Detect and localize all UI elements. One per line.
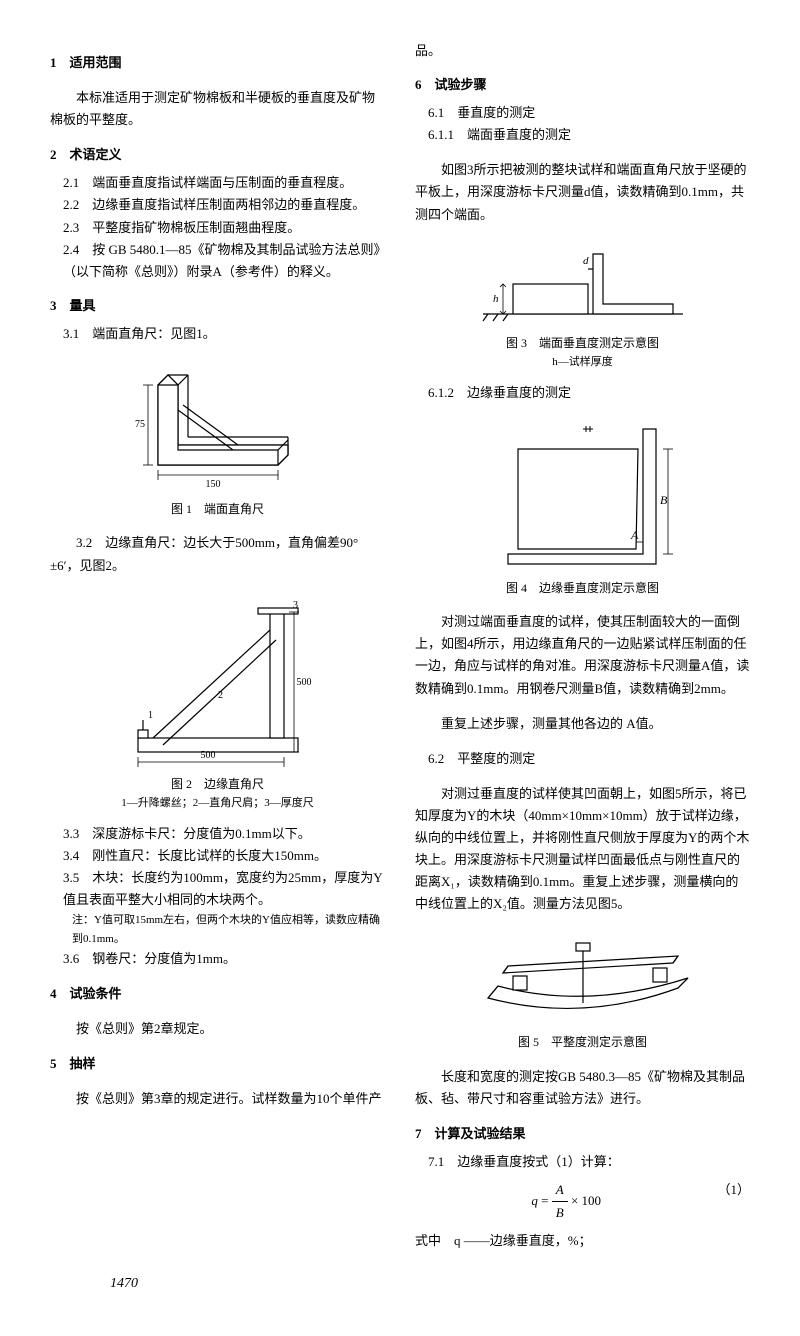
sec7-1: 7.1 边缘垂直度按式（1）计算： <box>428 1151 750 1173</box>
sec2-title: 2 术语定义 <box>50 144 385 166</box>
fig2-dim-v: 500 <box>296 677 311 688</box>
sec4-p1: 按《总则》第2章规定。 <box>50 1018 385 1040</box>
sec7-title: 7 计算及试验结果 <box>415 1123 750 1145</box>
sec6-2-p1: 对测过垂直度的试样使其凹面朝上，如图5所示，将已知厚度为Y的木块（40mm×10… <box>415 783 750 916</box>
svg-text:3: 3 <box>293 600 298 611</box>
sec7-1-where: 式中 q ——边缘垂直度，%； <box>415 1230 750 1252</box>
sec2-1: 2.1 端面垂直度指试样端面与压制面的垂直程度。 <box>63 172 385 194</box>
sec2-2: 2.2 边缘垂直度指试样压制面两相邻边的垂直程度。 <box>63 194 385 216</box>
fig3-svg: h d <box>473 239 693 329</box>
sec3-6: 3.6 钢卷尺：分度值为1mm。 <box>63 948 385 970</box>
figure-1: 150 75 图 1 端面直角尺 <box>50 355 385 519</box>
sec3-2: 3.2 边缘直角尺：边长大于500mm，直角偏差90°±6′，见图2。 <box>50 532 385 576</box>
sec3-4: 3.4 刚性直尺：长度比试样的长度大150mm。 <box>63 845 385 867</box>
left-column: 1 适用范围 本标准适用于测定矿物棉板和半硬板的垂直度及矿物棉板的平整度。 2 … <box>50 40 385 1252</box>
fig1-svg: 150 75 <box>128 355 308 495</box>
sec6-2: 6.2 平整度的测定 <box>428 748 750 770</box>
fig4-svg: B A <box>488 414 678 574</box>
sec3-title: 3 量具 <box>50 295 385 317</box>
svg-text:d: d <box>583 255 589 267</box>
page-number: 1470 <box>110 1272 750 1296</box>
sec1-title: 1 适用范围 <box>50 52 385 74</box>
sec4-title: 4 试验条件 <box>50 983 385 1005</box>
sec1-p1: 本标准适用于测定矿物棉板和半硬板的垂直度及矿物棉板的平整度。 <box>50 87 385 131</box>
fig2-dim-h: 500 <box>200 750 215 761</box>
sec3-1: 3.1 端面直角尺：见图1。 <box>63 323 385 345</box>
fig4-lblA: A <box>630 528 639 542</box>
sec6-1-2: 6.1.2 边缘垂直度的测定 <box>428 382 750 404</box>
figure-5: 图 5 平整度测定示意图 <box>415 928 750 1052</box>
formula-1: q = AB × 100 （1） <box>415 1179 750 1224</box>
formula-number: （1） <box>717 1179 750 1201</box>
svg-text:2: 2 <box>218 690 223 701</box>
fig1-dim-h: 150 <box>205 479 220 490</box>
svg-text:1: 1 <box>148 710 153 721</box>
sec6-1-2-p1: 对测过端面垂直度的试样，使其压制面较大的一面倒上，如图4所示，用边缘直角尺的一边… <box>415 611 750 699</box>
sec3-5-note: 注：Y值可取15mm左右，但两个木块的Y值应相等，读数应精确到0.1mm。 <box>72 911 385 948</box>
formula-expr: q = AB × 100 <box>531 1193 601 1208</box>
fig2-subcaption: 1—升降螺丝；2—直角尺肩；3—厚度尺 <box>50 794 385 813</box>
figure-3: h d 图 3 端面垂直度测定示意图 h—试样厚度 <box>415 239 750 372</box>
fig4-caption: 图 4 边缘垂直度测定示意图 <box>415 578 750 598</box>
fig5-svg <box>468 928 698 1028</box>
sec5-title: 5 抽样 <box>50 1053 385 1075</box>
svg-text:h: h <box>493 293 499 305</box>
fig2-caption: 图 2 边缘直角尺 <box>50 774 385 794</box>
fig5-caption: 图 5 平整度测定示意图 <box>415 1032 750 1052</box>
figure-4: B A 图 4 边缘垂直度测定示意图 <box>415 414 750 598</box>
fig4-lblB: B <box>660 493 668 507</box>
sec6-1: 6.1 垂直度的测定 <box>428 102 750 124</box>
sec2-4: 2.4 按 GB 5480.1—85《矿物棉及其制品试验方法总则》（以下简称《总… <box>63 239 385 283</box>
sec2-3: 2.3 平整度指矿物棉板压制面翘曲程度。 <box>63 217 385 239</box>
right-column: 品。 6 试验步骤 6.1 垂直度的测定 6.1.1 端面垂直度的测定 如图3所… <box>415 40 750 1252</box>
continuation: 品。 <box>415 40 750 62</box>
sec5-p1: 按《总则》第3章的规定进行。试样数量为10个单件产 <box>50 1088 385 1110</box>
sec6-title: 6 试验步骤 <box>415 74 750 96</box>
fig3-caption: 图 3 端面垂直度测定示意图 <box>415 333 750 353</box>
fig3-subcaption: h—试样厚度 <box>415 353 750 372</box>
figure-2: 500 500 1 2 3 图 2 边缘直角尺 1—升降螺丝；2—直角尺肩；3—… <box>50 590 385 813</box>
fig1-caption: 图 1 端面直角尺 <box>50 499 385 519</box>
sec3-3: 3.3 深度游标卡尺：分度值为0.1mm以下。 <box>63 823 385 845</box>
fig2-svg: 500 500 1 2 3 <box>118 590 318 770</box>
sec3-5: 3.5 木块：长度约为100mm，宽度约为25mm，厚度为Y值且表面平整大小相同… <box>63 867 385 911</box>
fig1-dim-v: 75 <box>135 419 145 430</box>
sec6-1-1: 6.1.1 端面垂直度的测定 <box>428 124 750 146</box>
sec6-2-p2: 长度和宽度的测定按GB 5480.3—85《矿物棉及其制品板、毡、带尺寸和容重试… <box>415 1066 750 1110</box>
sec6-1-1-p: 如图3所示把被测的整块试样和端面直角尺放于坚硬的平板上，用深度游标卡尺测量d值，… <box>415 159 750 225</box>
sec6-1-2-p2: 重复上述步骤，测量其他各边的 A值。 <box>415 713 750 735</box>
